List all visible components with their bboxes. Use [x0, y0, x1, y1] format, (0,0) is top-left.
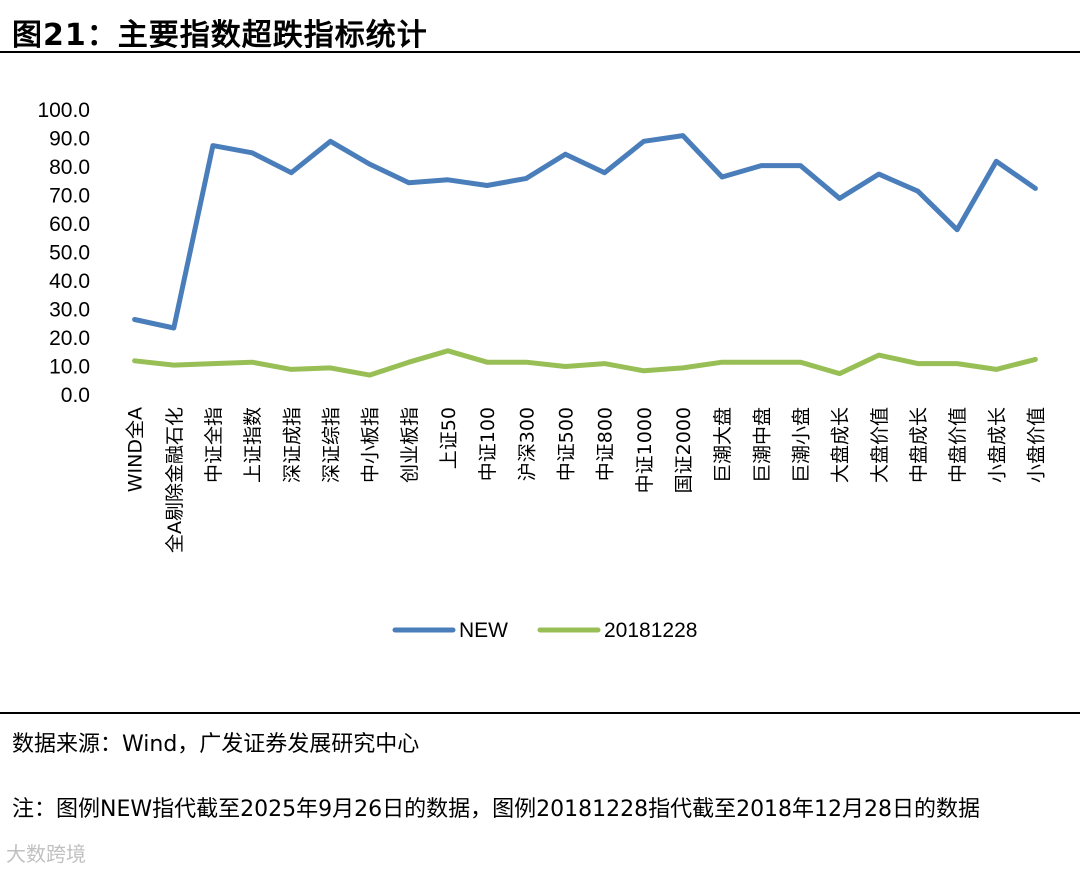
x-tick-label: 中盘价值 [947, 407, 969, 483]
x-tick-label: 小盘价值 [1025, 407, 1047, 483]
legend[interactable]: NEW 20181228 [392, 619, 697, 642]
x-tick-label: 国证2000 [673, 407, 695, 493]
x-tick-label: 中证100 [477, 407, 499, 481]
x-tick-label: 创业板指 [399, 407, 421, 483]
x-tick-label: 上证指数 [242, 407, 264, 483]
legend-label: NEW [459, 619, 508, 642]
bottom-divider [0, 712, 1080, 714]
x-tick-label: 中证全指 [203, 407, 225, 483]
y-tick-label: 50.0 [49, 242, 90, 265]
x-tick-label: 中小板指 [360, 407, 382, 483]
y-tick-label: 20.0 [49, 327, 90, 350]
x-axis: WIND全A 全A剔除金融石化 中证全指 上证指数 深证成指 深证综指 中小板指 创业板指 上证… [125, 407, 1048, 553]
line-chart: 100.0 90.0 80.0 70.0 60.0 50.0 40.0 30.0 20.0 10.… [37, 99, 1048, 642]
y-tick-label: 80.0 [49, 156, 90, 179]
x-tick-label: 大盘成长 [830, 407, 852, 483]
x-tick-label: 巨潮小盘 [790, 407, 812, 483]
x-tick-label: 小盘成长 [986, 407, 1008, 483]
x-tick-label: 中证800 [595, 407, 617, 481]
x-tick-label: 巨潮中盘 [751, 407, 773, 483]
y-axis: 100.0 90.0 80.0 70.0 60.0 50.0 40.0 30.0 20.0 10.… [37, 99, 90, 407]
y-tick-label: 30.0 [49, 299, 90, 322]
x-tick-label: 全A剔除金融石化 [164, 407, 186, 553]
y-tick-label: 0.0 [61, 384, 90, 407]
top-divider [0, 51, 1080, 53]
y-tick-label: 70.0 [49, 185, 90, 208]
x-tick-label: 大盘价值 [869, 407, 891, 483]
series-lines [132, 133, 1038, 378]
x-tick-label: 深证成指 [281, 407, 303, 483]
y-tick-label: 10.0 [49, 356, 90, 379]
x-tick-label: 中证1000 [634, 407, 656, 493]
watermark: 大数跨境 [6, 842, 86, 866]
x-tick-label: 巨潮大盘 [712, 407, 734, 483]
x-tick-label: 深证综指 [320, 407, 342, 483]
x-tick-label: WIND全A [125, 407, 147, 492]
note-text: 注：图例NEW指代截至2025年9月26日的数据，图例20181228指代截至2… [12, 797, 981, 822]
x-tick-label: 沪深300 [516, 407, 538, 481]
series-line-20181228 [132, 348, 1038, 378]
y-tick-label: 40.0 [49, 270, 90, 293]
series-line-NEW [132, 133, 1038, 331]
x-tick-label: 上证50 [438, 407, 460, 469]
y-tick-label: 90.0 [49, 128, 90, 151]
y-tick-label: 60.0 [49, 213, 90, 236]
y-tick-label: 100.0 [37, 99, 90, 122]
source-text: 数据来源：Wind，广发证券发展研究中心 [12, 732, 420, 757]
x-tick-label: 中证500 [555, 407, 577, 481]
legend-label: 20181228 [604, 619, 697, 642]
figure-title: 图21：主要指数超跌指标统计 [12, 18, 428, 53]
x-tick-label: 中盘成长 [908, 407, 930, 483]
